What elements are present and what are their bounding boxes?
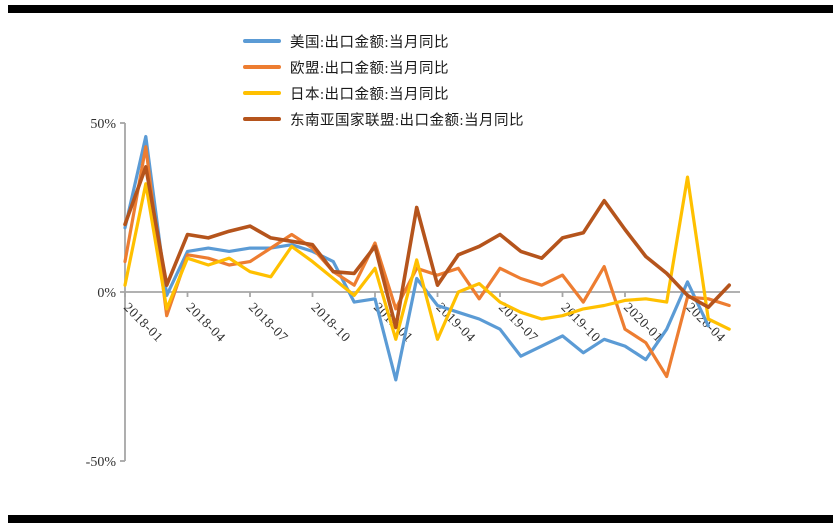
legend-label-asean: 东南亚国家联盟:出口金额:当月同比 [290, 112, 525, 129]
x-tick-label: 2018-10 [308, 300, 353, 345]
legend-line-swatch-eu [243, 65, 281, 69]
legend-line-swatch-japan [243, 91, 281, 95]
x-tick-label: 2018-01 [121, 300, 166, 345]
series-line-0 [123, 134, 710, 382]
top-rule [8, 5, 833, 13]
x-tick-label: 2018-07 [246, 300, 291, 345]
y-tick-label: 50% [90, 117, 116, 132]
y-tick-label: -50% [86, 455, 117, 470]
legend-line-swatch-asean [243, 117, 281, 121]
x-tick-label: 2018-04 [183, 300, 228, 345]
legend-label-japan: 日本:出口金额:当月同比 [290, 86, 450, 103]
legend-label-eu: 欧盟:出口金额:当月同比 [290, 60, 450, 77]
legend-item-eu: 欧盟:出口金额:当月同比 [243, 54, 524, 80]
series-line-1 [123, 145, 731, 379]
legend-label-usa: 美国:出口金额:当月同比 [290, 34, 450, 51]
legend-item-usa: 美国:出口金额:当月同比 [243, 28, 524, 54]
series-line-2 [123, 175, 731, 341]
y-tick-label: 0% [97, 286, 116, 301]
chart-legend: 美国:出口金额:当月同比 欧盟:出口金额:当月同比 日本:出口金额:当月同比 东… [243, 28, 524, 132]
legend-line-swatch-usa [243, 39, 281, 43]
legend-item-japan: 日本:出口金额:当月同比 [243, 80, 524, 106]
legend-item-asean: 东南亚国家联盟:出口金额:当月同比 [243, 106, 524, 132]
bottom-rule [8, 515, 833, 523]
series-line-3 [123, 165, 731, 330]
x-tick-label: 2019-07 [496, 300, 541, 345]
